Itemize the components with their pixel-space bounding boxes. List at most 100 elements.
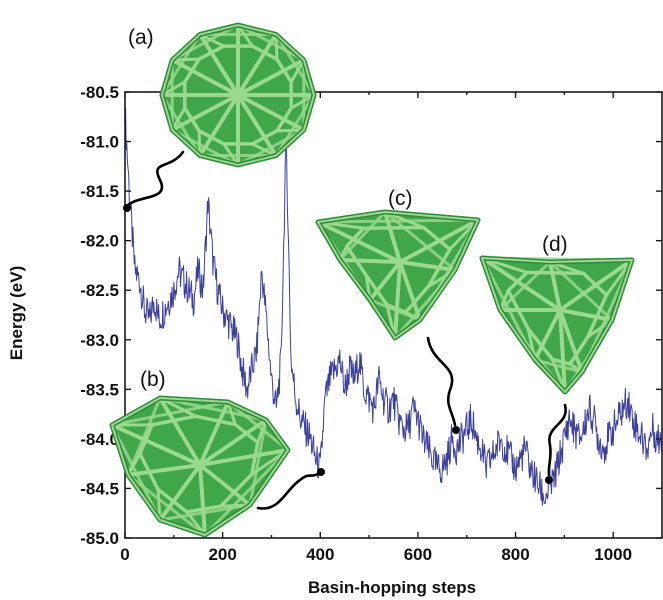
cluster-bar [498,260,552,312]
cluster-bar [426,247,452,289]
y-tick-label: -80.5 [80,83,119,102]
cluster-bar [160,80,187,97]
cluster-bar [393,260,402,340]
cluster-bar [150,414,198,427]
arrow-b [256,472,320,510]
y-tick-label: -84.0 [80,430,119,449]
cluster-bar [480,256,562,312]
y-tick-label: -81.5 [80,182,119,201]
cluster-bar [236,58,306,97]
cluster-bar [156,487,189,514]
panel-label-2: (c) [388,187,413,210]
cluster-bar [275,128,306,133]
cluster-outline-highlight [161,24,315,166]
x-tick-label: 0 [120,545,129,564]
cluster-bar [170,57,201,62]
series-line-0 [124,107,663,506]
cluster-bar [525,270,585,275]
cluster-bar [138,452,160,492]
arrow-d [547,403,567,477]
cluster-bar [316,220,402,264]
cluster-bar [203,448,290,537]
cluster-bar [110,423,202,467]
arrow-a-head [123,204,131,212]
plot-area [124,91,663,539]
y-tick-label: -82.0 [80,232,119,251]
cluster-bar [170,106,187,132]
y-tick-label: -84.5 [80,479,119,498]
y-tick-label: -85.0 [80,529,119,548]
x-axis-label: Basin-hopping steps [308,578,476,597]
cluster-bar [250,44,279,61]
panel-labels: (a) (b) (c) (d) [128,26,568,391]
cluster-bar [364,273,389,307]
cluster-bar [398,260,422,322]
cluster-bar [236,32,278,97]
cluster-b-illustration [109,395,291,538]
panel-label-3: (d) [542,233,568,256]
cluster-bar [170,93,240,132]
cluster-bar [250,142,278,158]
cluster-bar [198,32,226,48]
cluster-bar [250,129,279,146]
cluster-bar [185,510,207,537]
cluster-a-illustration [159,22,317,168]
plot-frame [124,91,663,539]
cluster-bar [289,58,306,84]
cluster-bar [550,357,572,366]
arrow-d-head [545,476,553,484]
cluster-bar [226,400,237,426]
cluster-bar [236,23,254,48]
cluster-outline-highlight [481,257,633,393]
x-tick-label: 600 [404,545,432,564]
arrow-c-head [452,426,460,434]
x-tick-label: 200 [208,545,236,564]
cluster-bar [170,58,240,97]
cluster-bar [558,308,584,374]
cluster-bar [126,396,162,477]
cluster-bar [138,423,154,456]
cluster-c-illustration [315,209,481,341]
cluster-bar [368,260,402,302]
cluster-bar [185,504,223,514]
cluster-bar [345,226,366,248]
y-tick-label: -83.0 [80,331,119,350]
x-tick-label: 400 [306,545,334,564]
cluster-bar [197,129,202,158]
annotation-arrows [123,150,567,510]
cluster-bar [581,271,609,297]
cluster-bar [256,418,268,444]
cluster-bar [158,396,268,422]
axis-ticks: 0 200 400 600 800 1000 -80.5 -81.0 -81.5 -82.0 -82… [80,83,662,564]
cluster-bar [568,335,590,366]
x-tick-label: 1000 [594,545,632,564]
cluster-bar [548,260,562,312]
arrow-b-head [317,468,325,476]
cluster-illustrations [109,22,635,538]
panel-label-0: (a) [128,26,154,49]
cluster-bar [198,463,207,537]
cluster-bar [250,440,260,477]
cluster-bar [338,210,387,262]
cluster-bar [526,327,555,362]
cluster-bar [506,270,529,293]
cluster-bar [198,418,268,467]
cluster-outline-highlight [111,397,289,536]
y-tick-label: -81.0 [80,133,119,152]
cluster-bar [193,414,237,427]
cluster-bar [183,57,201,84]
cluster-bar [338,258,402,264]
cluster-bar [361,225,426,230]
panel-label-1: (b) [140,368,166,391]
cluster-bar [126,463,202,477]
y-axis-label: Energy (eV) [7,266,26,360]
cluster-bar [275,106,293,133]
cluster-bar [198,32,240,97]
cluster-bar [403,285,430,314]
cluster-bar [197,44,226,61]
cluster-bar [158,463,202,522]
cluster-bar [506,288,530,331]
arrow-c [426,336,457,427]
cluster-bar [274,32,279,61]
